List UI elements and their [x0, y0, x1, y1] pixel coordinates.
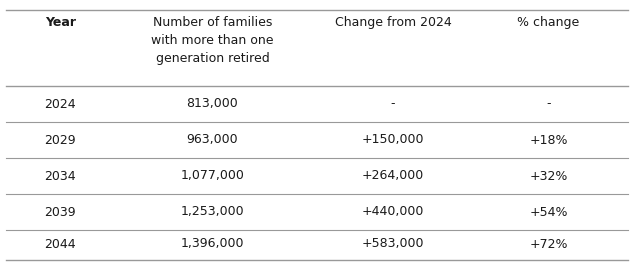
Text: % change: % change: [517, 16, 579, 29]
Text: 2024: 2024: [44, 97, 76, 110]
Text: 813,000: 813,000: [186, 97, 238, 110]
Text: +440,000: +440,000: [362, 206, 424, 218]
Text: 2039: 2039: [44, 206, 76, 218]
Text: -: -: [391, 97, 396, 110]
Text: Number of families
with more than one
generation retired: Number of families with more than one ge…: [151, 16, 274, 65]
Text: +72%: +72%: [529, 237, 567, 251]
Text: 1,077,000: 1,077,000: [181, 169, 244, 183]
Text: 963,000: 963,000: [186, 134, 238, 147]
Text: 1,396,000: 1,396,000: [181, 237, 244, 251]
Text: -: -: [546, 97, 551, 110]
Text: Change from 2024: Change from 2024: [335, 16, 451, 29]
Text: +583,000: +583,000: [362, 237, 424, 251]
Text: +150,000: +150,000: [362, 134, 424, 147]
Text: 2034: 2034: [44, 169, 76, 183]
Text: 1,253,000: 1,253,000: [181, 206, 244, 218]
Text: +264,000: +264,000: [362, 169, 424, 183]
Text: 2029: 2029: [44, 134, 76, 147]
Text: +18%: +18%: [529, 134, 567, 147]
Text: +54%: +54%: [529, 206, 567, 218]
Text: Year: Year: [45, 16, 75, 29]
Text: 2044: 2044: [44, 237, 76, 251]
Text: +32%: +32%: [529, 169, 567, 183]
